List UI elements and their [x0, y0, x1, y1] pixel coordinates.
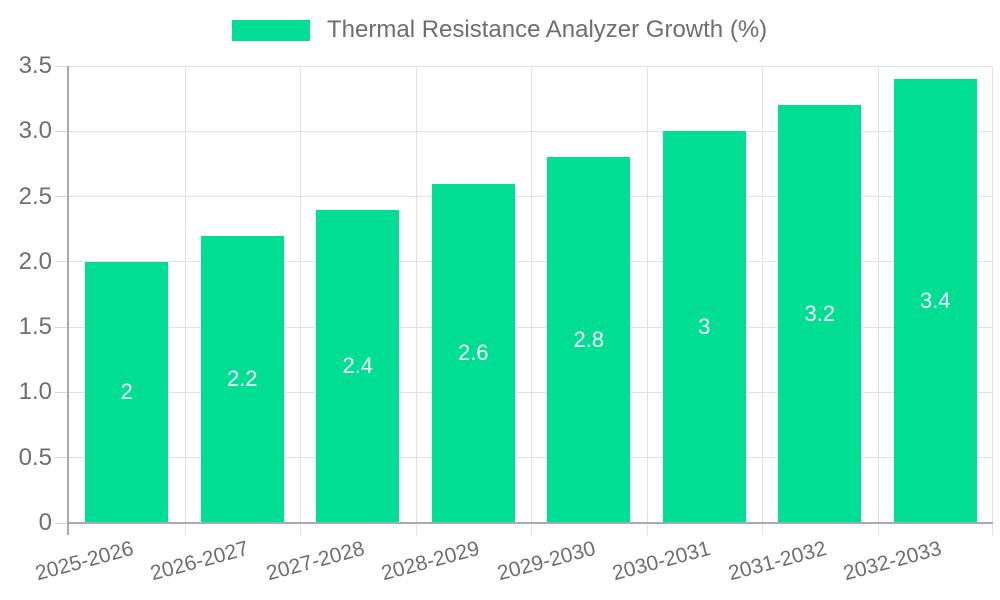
bar-value-label: 3.2: [804, 301, 836, 327]
bar[interactable]: 2.6: [431, 183, 515, 523]
bar[interactable]: 2.4: [316, 209, 400, 523]
bar[interactable]: 3: [662, 131, 746, 523]
y-axis-tick: [55, 457, 68, 459]
bar-value-label: 3.4: [919, 288, 951, 314]
y-axis-tick: [55, 196, 68, 198]
legend-item[interactable]: Thermal Resistance Analyzer Growth (%): [232, 16, 767, 44]
y-axis-tick: [55, 261, 68, 263]
y-axis-tick-label: 0: [38, 509, 52, 536]
y-axis-tick: [55, 65, 68, 67]
y-axis-tick-label: 0.5: [18, 443, 52, 471]
gridline-vertical: [184, 66, 186, 535]
bar-value-label: 2: [120, 379, 133, 405]
bar-value-label: 2.2: [226, 366, 258, 392]
y-axis-tick: [55, 391, 68, 393]
y-axis-tick: [55, 130, 68, 132]
bar-value-label: 3: [698, 314, 711, 340]
y-axis-tick-label: 1.5: [18, 313, 52, 341]
y-axis-tick-label: 2.5: [18, 182, 52, 210]
gridline-vertical: [992, 66, 993, 535]
bar-value-label: 2.4: [342, 353, 374, 379]
gridline-vertical: [299, 66, 301, 535]
y-axis-tick: [55, 522, 68, 524]
legend-swatch: [232, 19, 310, 41]
gridline-vertical: [646, 66, 648, 535]
legend-label: Thermal Resistance Analyzer Growth (%): [327, 16, 768, 43]
y-axis-tick-label: 2.0: [18, 247, 52, 275]
y-axis-tick-label: 1.0: [18, 378, 52, 406]
x-axis-line: [67, 522, 993, 524]
gridline-vertical: [530, 66, 532, 535]
bar[interactable]: 2: [85, 261, 169, 523]
y-axis-line: [67, 66, 69, 535]
gridline-vertical: [761, 66, 763, 535]
bar[interactable]: 3.4: [893, 79, 977, 523]
bar[interactable]: 2.8: [547, 157, 631, 523]
gridline-vertical: [877, 66, 879, 535]
bar[interactable]: 2.2: [200, 235, 284, 523]
bar-value-label: 2.8: [573, 327, 605, 353]
plot-area: 2 2.2 2.4 2.6 2.8 3 3.2 3.4: [69, 65, 993, 535]
y-axis-tick: [55, 326, 68, 328]
bar-value-label: 2.6: [457, 340, 489, 366]
gridline-vertical: [415, 66, 417, 535]
bar[interactable]: 3.2: [778, 105, 862, 523]
y-axis-tick-label: 3.0: [18, 117, 52, 145]
y-axis-tick-label: 3.5: [18, 52, 52, 79]
